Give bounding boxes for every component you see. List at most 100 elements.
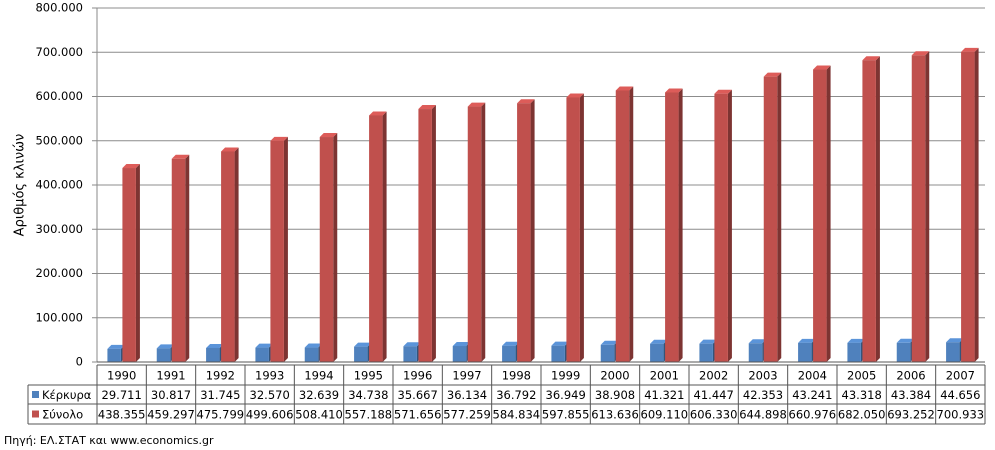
bar-side (579, 93, 584, 363)
bar (369, 115, 383, 363)
bar (566, 97, 580, 363)
bar (221, 151, 235, 362)
legend-label: Σύνολο (42, 408, 83, 422)
bar-top (304, 343, 323, 348)
bar (304, 347, 319, 362)
bar (206, 347, 220, 362)
table-value: 508.410 (295, 408, 343, 422)
table-value: 35.667 (398, 388, 438, 402)
x-tick-label: 1994 (304, 369, 333, 383)
table-value: 29.711 (102, 388, 142, 402)
x-tick-label: 1998 (502, 369, 531, 383)
bar (354, 346, 368, 362)
bar (156, 348, 171, 362)
bar (517, 103, 531, 363)
table-value: 44.656 (940, 388, 980, 402)
bar-top (946, 338, 964, 343)
x-tick-label: 2001 (650, 369, 679, 383)
x-tick-label: 2000 (600, 369, 629, 383)
bar (946, 342, 960, 362)
table-value: 32.570 (250, 388, 290, 402)
bar-top (122, 164, 140, 169)
table-value: 557.188 (345, 408, 393, 422)
y-tick-label: 200.000 (35, 266, 83, 280)
x-tick-label: 2003 (748, 369, 777, 383)
bar (763, 76, 778, 363)
bar-side (629, 86, 634, 363)
x-tick-label: 2004 (798, 369, 827, 383)
bar-side (431, 105, 436, 362)
table-value: 43.384 (891, 388, 931, 402)
bar-side (234, 147, 239, 362)
bar-top (156, 344, 175, 349)
bar (862, 60, 876, 363)
bar-side (925, 51, 930, 362)
bar-top (452, 342, 471, 347)
table-value: 459.297 (147, 408, 195, 422)
table-value: 41.321 (644, 388, 684, 402)
y-tick-label: 400.000 (35, 178, 83, 192)
bar-top (255, 343, 273, 348)
bar (270, 140, 284, 362)
table-value: 571.656 (394, 408, 442, 422)
x-tick-label: 2007 (946, 369, 975, 383)
bar-top (502, 341, 520, 346)
x-tick-label: 2005 (847, 369, 876, 383)
bar-top (171, 154, 190, 159)
bar (122, 168, 136, 362)
table-value: 577.259 (443, 408, 491, 422)
bar-side (727, 89, 732, 362)
table-value: 41.447 (694, 388, 734, 402)
bar-top (961, 47, 979, 52)
bar (502, 345, 516, 362)
table-value: 43.241 (792, 388, 832, 402)
bar-top (665, 88, 683, 93)
bar-top (221, 147, 239, 152)
bar (699, 343, 713, 362)
bar (403, 346, 417, 362)
bar-top (403, 342, 421, 347)
legend-label: Κέρκυρα (42, 388, 92, 402)
x-tick-label: 1993 (255, 369, 284, 383)
source-note: Πηγή: ΕΛ.ΣΤΑΤ και www.economics.gr (4, 434, 214, 447)
bar (452, 346, 467, 362)
bar-top (551, 341, 569, 346)
x-tick-label: 2002 (699, 369, 728, 383)
table-value: 30.817 (151, 388, 191, 402)
bar (665, 92, 679, 363)
table-value: 700.933 (937, 408, 985, 422)
bar-top (369, 111, 387, 116)
bar-top (319, 133, 338, 138)
bar-side (875, 56, 880, 363)
table-value: 438.355 (98, 408, 146, 422)
table-value: 693.252 (887, 408, 935, 422)
x-tick-label: 1991 (156, 369, 185, 383)
bar (896, 342, 911, 362)
table-value: 34.738 (348, 388, 388, 402)
y-tick-label: 0 (76, 355, 83, 369)
bar-side (530, 99, 535, 363)
bar-side (678, 88, 683, 363)
bar-top (847, 338, 865, 343)
table-value: 38.908 (595, 388, 635, 402)
table-value: 682.050 (838, 408, 886, 422)
bar-top (911, 51, 930, 56)
bar (798, 342, 812, 362)
bar (714, 93, 728, 362)
legend-swatch (32, 410, 39, 418)
bar-top (650, 339, 668, 344)
bar (467, 106, 482, 362)
bar-top (354, 342, 372, 347)
bar (255, 347, 269, 362)
bar-side (185, 154, 190, 362)
table-value: 32.639 (299, 388, 339, 402)
bar-side (974, 47, 979, 362)
table-value: 644.898 (739, 408, 787, 422)
bar-top (517, 99, 535, 104)
bar-top (206, 343, 224, 348)
y-tick-label: 100.000 (35, 310, 83, 324)
legend-swatch (32, 391, 39, 398)
bar-side (777, 72, 782, 363)
y-tick-label: 500.000 (35, 133, 83, 147)
